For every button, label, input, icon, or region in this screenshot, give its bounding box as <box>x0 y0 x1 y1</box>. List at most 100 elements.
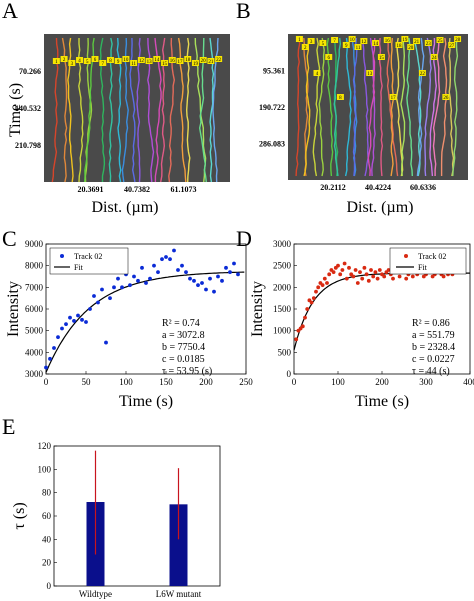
kymograph-track-label: 19 <box>193 62 199 67</box>
kymograph-y-tick-label: 95.361 <box>263 67 285 76</box>
kymograph-track-label-box <box>207 58 215 64</box>
x-tick-label: 300 <box>419 377 433 387</box>
kymograph-track <box>395 37 404 177</box>
kymograph-track-label: 4 <box>78 59 81 64</box>
kymograph-track-label-box <box>454 36 462 42</box>
data-point <box>366 278 371 283</box>
kymograph-track-label-box <box>99 60 107 66</box>
kymograph-track-label: 6 <box>94 58 97 63</box>
kymograph-track-label-box <box>354 44 362 50</box>
kymograph-track-label: 10 <box>123 58 129 63</box>
data-point <box>184 270 188 275</box>
kymograph-track-label: 20 <box>408 46 414 51</box>
kymograph-track-label: 1 <box>298 38 301 43</box>
data-point <box>200 281 204 285</box>
kymograph-track-label: 6 <box>327 56 330 61</box>
kymograph-track-label-box <box>122 56 130 62</box>
kymograph-b-x-label: Dist. (µm) <box>347 199 414 216</box>
data-point <box>391 276 395 281</box>
data-point <box>228 270 232 275</box>
x-tick-label: 200 <box>199 377 213 387</box>
data-point <box>52 346 56 350</box>
plot-d-stats: R² = 0.86 a = 551.79 b = 2328.4 c = 0.02… <box>412 318 455 377</box>
kymograph-track-label: 16 <box>170 59 176 64</box>
kymograph-b-x-ticks: 20.2112 40.4224 60.6336 <box>320 183 436 192</box>
kymograph-y-tick-label: 140.532 <box>15 104 41 113</box>
plot-c-stat-b: b = 7750.4 <box>162 342 205 353</box>
data-point <box>164 255 168 259</box>
data-point <box>156 270 160 275</box>
data-point <box>236 272 240 277</box>
kymograph-track <box>312 37 321 177</box>
kymograph-track <box>429 37 438 177</box>
kymograph-track-label-box <box>424 40 432 46</box>
y-tick-label: 120 <box>38 441 52 451</box>
kymograph-track-label: 26 <box>443 96 449 101</box>
data-point <box>192 278 196 283</box>
kymograph-track <box>390 37 395 177</box>
kymograph-x-tick-label: 61.1073 <box>171 185 197 194</box>
data-point <box>56 335 60 340</box>
kymograph-track-label: 22 <box>216 58 222 63</box>
data-point <box>355 281 360 285</box>
kymograph-track-label-box <box>106 57 114 63</box>
plot-e-y-label: τ (s) <box>11 502 28 529</box>
kymograph-track-label-box <box>360 38 368 44</box>
kymograph-track <box>295 37 301 177</box>
data-point <box>148 276 152 281</box>
y-tick-label: 1500 <box>273 304 292 314</box>
kymograph-track-label: 11 <box>131 62 136 67</box>
kymograph-track-label-box <box>448 42 456 48</box>
y-tick-label: 500 <box>278 347 292 357</box>
kymograph-track-label-box <box>401 36 409 42</box>
plot-d-stat-a: a = 551.79 <box>412 330 455 341</box>
y-tick-label: 3000 <box>25 369 44 379</box>
bar <box>169 504 188 586</box>
y-tick-label: 3000 <box>273 239 292 249</box>
data-point <box>294 337 299 342</box>
kymograph-track-label: 14 <box>154 58 160 63</box>
data-point <box>76 313 80 318</box>
plot-d-legend-series: Track 02 <box>418 252 446 261</box>
plot-d-legend-box <box>389 247 467 275</box>
plot-c-ticks: 0 50 100 150 200 250 3000 4000 5000 6000 7000 8000 9… <box>25 239 253 387</box>
kymograph-track <box>362 37 369 177</box>
kymograph-track-label: 5 <box>86 60 89 65</box>
data-point <box>377 268 382 272</box>
kymograph-track-label: 17 <box>391 96 397 101</box>
kymograph-track-label-box <box>295 36 303 42</box>
data-point <box>216 274 220 279</box>
panel-letter-e: E <box>2 414 15 439</box>
y-tick-label: 4000 <box>25 347 44 357</box>
y-tick-label: 100 <box>38 464 52 474</box>
data-point <box>316 285 321 290</box>
data-point <box>160 257 164 262</box>
data-point <box>358 270 362 275</box>
data-point <box>369 268 373 272</box>
kymograph-track <box>303 37 311 177</box>
kymograph-track-label: 22 <box>420 72 426 77</box>
y-tick-label: 2000 <box>273 282 292 292</box>
kymograph-track-label: 28 <box>455 38 461 43</box>
scatter-plot-d: 0 100 200 300 400 0 500 1000 1500 2000 2500 3000 Tr… <box>249 239 474 410</box>
kymograph-track-label-box <box>366 70 374 76</box>
data-point <box>80 317 84 322</box>
kymograph-track-label-box <box>436 37 444 43</box>
data-point <box>112 285 116 290</box>
kymograph-track-label-box <box>418 70 426 76</box>
data-point <box>208 276 212 281</box>
kymograph-track-label: 16 <box>385 39 391 44</box>
data-point <box>322 276 327 281</box>
kymograph-track-label-box <box>137 57 145 63</box>
kymograph-track-label: 11 <box>356 46 361 51</box>
data-point <box>48 356 52 361</box>
scatter-plot-c: 0 50 100 150 200 250 3000 4000 5000 6000 7000 8000 9… <box>5 239 253 410</box>
plot-d-stat-tau: τ = 44 (s) <box>412 366 450 377</box>
kymograph-track-label-box <box>52 58 60 64</box>
data-point <box>96 300 100 305</box>
kymograph-track-label: 7 <box>101 62 104 67</box>
plot-d-legend-fit: Fit <box>418 263 428 272</box>
kymograph-x-tick-label: 20.3691 <box>78 185 104 194</box>
data-point <box>136 278 140 283</box>
x-tick-label: 100 <box>119 377 133 387</box>
